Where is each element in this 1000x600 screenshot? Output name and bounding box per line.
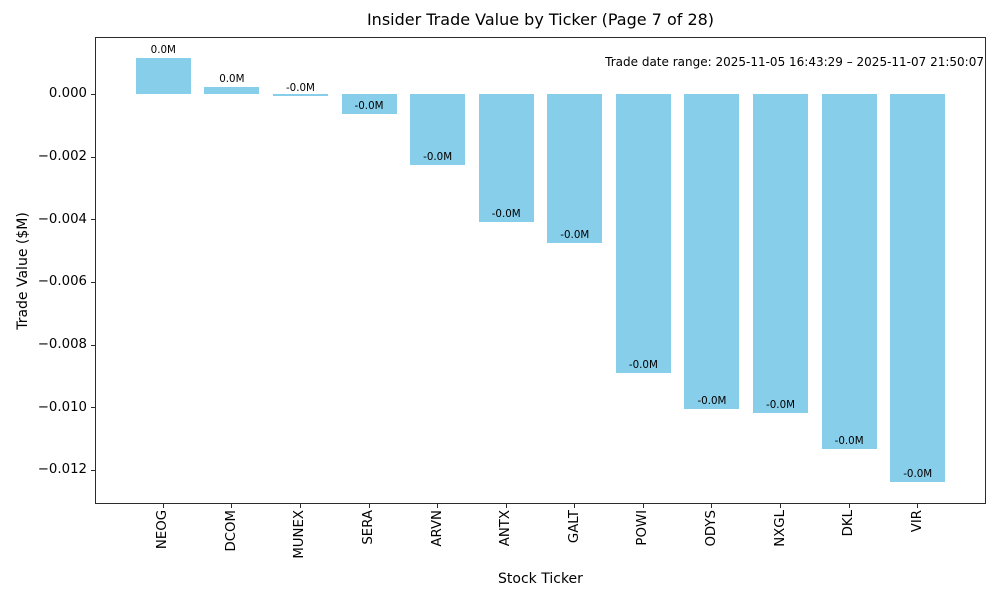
x-tick-label: NEOG: [155, 510, 171, 550]
x-tick-label: NXGL: [772, 510, 788, 547]
y-tick-label: −0.004: [37, 211, 87, 227]
y-tick-mark: [91, 407, 95, 409]
x-tick-mark: [505, 504, 507, 508]
x-tick-mark: [368, 504, 370, 508]
x-tick-label: ARVN: [429, 510, 445, 547]
y-tick-mark: [91, 344, 95, 346]
x-tick-label: SERA: [361, 510, 377, 545]
bar-SERA: [341, 94, 397, 115]
trade-date-range-annotation: Trade date range: 2025-11-05 16:43:29 – …: [605, 55, 984, 69]
bar-ARVN: [410, 94, 466, 166]
bar-value-label: -0.0M: [423, 151, 453, 164]
x-tick-mark: [917, 504, 919, 508]
x-tick-mark: [299, 504, 301, 508]
bar-value-label: -0.0M: [354, 100, 384, 113]
x-axis-label: Stock Ticker: [498, 571, 583, 587]
bar-NEOG: [135, 58, 191, 95]
bar-MUNEX: [272, 94, 328, 96]
bar-ODYS: [684, 94, 740, 410]
bar-value-label: -0.0M: [903, 467, 933, 480]
y-axis-label: Trade Value ($M): [15, 212, 31, 330]
x-tick-label: ODYS: [703, 510, 719, 547]
bar-value-label: -0.0M: [628, 358, 658, 371]
y-tick-label: −0.002: [37, 149, 87, 165]
x-tick-label: DKL: [841, 510, 857, 537]
chart-title: Insider Trade Value by Ticker (Page 7 of…: [366, 10, 715, 29]
bar-value-label: -0.0M: [697, 395, 727, 408]
bar-value-label: -0.0M: [766, 399, 796, 412]
bar-value-label: 0.0M: [150, 44, 176, 57]
x-tick-label: POWI: [635, 510, 651, 546]
x-tick-mark: [780, 504, 782, 508]
x-tick-mark: [642, 504, 644, 508]
x-tick-mark: [848, 504, 850, 508]
y-tick-label: −0.008: [37, 337, 87, 353]
y-tick-mark: [91, 469, 95, 471]
y-tick-mark: [91, 281, 95, 283]
x-tick-mark: [231, 504, 233, 508]
x-tick-mark: [711, 504, 713, 508]
y-tick-label: −0.010: [37, 399, 87, 415]
bar-value-label: -0.0M: [491, 207, 521, 220]
bar-DKL: [821, 94, 877, 449]
bar-GALT: [547, 94, 603, 244]
x-tick-mark: [574, 504, 576, 508]
y-tick-label: −0.006: [37, 274, 87, 290]
x-tick-mark: [437, 504, 439, 508]
x-tick-label: ANTX: [498, 510, 514, 547]
bar-value-label: -0.0M: [560, 229, 590, 242]
y-tick-mark: [91, 156, 95, 158]
y-tick-mark: [91, 93, 95, 95]
bar-NXGL: [753, 94, 809, 414]
y-tick-mark: [91, 219, 95, 221]
bar-value-label: 0.0M: [219, 72, 245, 85]
x-tick-label: MUNEX: [292, 510, 308, 559]
x-tick-label: VIR: [909, 510, 925, 533]
x-tick-mark: [162, 504, 164, 508]
bar-DCOM: [204, 86, 260, 95]
y-tick-label: 0.000: [48, 86, 87, 102]
bar-value-label: -0.0M: [285, 81, 315, 94]
x-tick-label: GALT: [566, 510, 582, 544]
bar-ANTX: [478, 94, 534, 222]
bar-POWI: [615, 94, 671, 373]
y-tick-label: −0.012: [37, 462, 87, 478]
bar-value-label: -0.0M: [834, 434, 864, 447]
x-tick-label: DCOM: [223, 510, 239, 552]
bar-VIR: [890, 94, 946, 482]
